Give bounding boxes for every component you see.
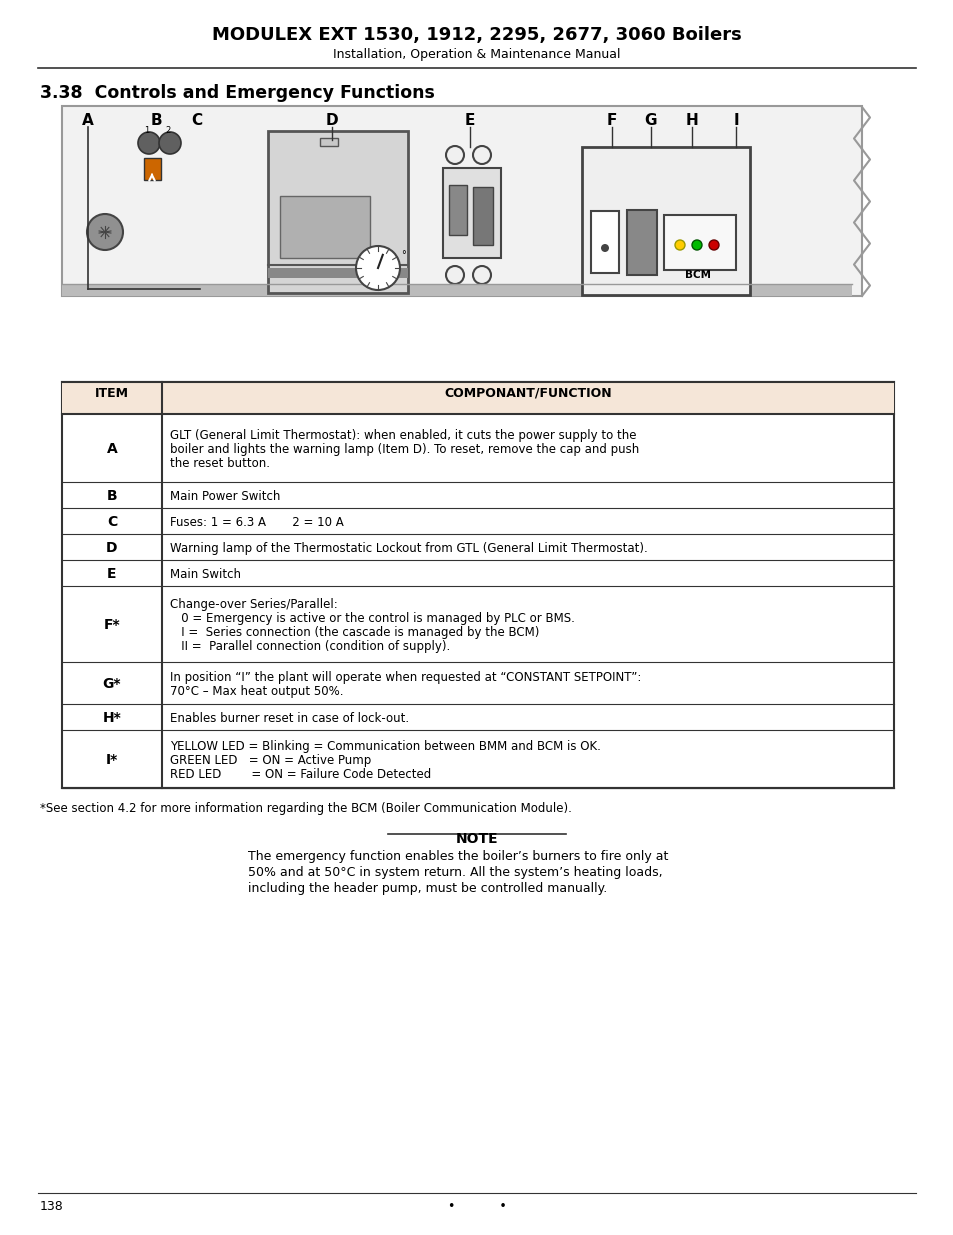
- Text: *See section 4.2 for more information regarding the BCM (Boiler Communication Mo: *See section 4.2 for more information re…: [40, 802, 571, 815]
- Text: ITEM: ITEM: [95, 387, 129, 400]
- Text: GREEN LED   = ON = Active Pump: GREEN LED = ON = Active Pump: [170, 755, 371, 767]
- Circle shape: [675, 240, 684, 249]
- Text: 2: 2: [165, 126, 171, 135]
- Bar: [62, 382, 893, 788]
- Circle shape: [355, 246, 399, 290]
- Text: COMPONANT/FUNCTION: COMPONANT/FUNCTION: [444, 387, 611, 400]
- Bar: [268, 268, 408, 278]
- Circle shape: [473, 146, 491, 164]
- Bar: [62, 284, 851, 296]
- Bar: [62, 382, 893, 414]
- Text: Main Power Switch: Main Power Switch: [170, 490, 280, 503]
- Bar: [319, 138, 337, 146]
- Bar: [663, 215, 735, 270]
- Text: A: A: [82, 112, 93, 128]
- Text: I*: I*: [106, 753, 118, 767]
- Bar: [144, 158, 161, 180]
- Text: In position “I” the plant will operate when requested at “CONSTANT SETPOINT”:: In position “I” the plant will operate w…: [170, 671, 640, 684]
- Text: YELLOW LED = Blinking = Communication between BMM and BCM is OK.: YELLOW LED = Blinking = Communication be…: [170, 740, 600, 753]
- Text: Fuses: 1 = 6.3 A       2 = 10 A: Fuses: 1 = 6.3 A 2 = 10 A: [170, 516, 343, 529]
- Text: BCM: BCM: [684, 270, 710, 280]
- Bar: [62, 106, 862, 296]
- Text: GLT (General Limit Thermostat): when enabled, it cuts the power supply to the: GLT (General Limit Thermostat): when ena…: [170, 429, 636, 442]
- Bar: [442, 168, 500, 258]
- Text: B: B: [107, 489, 117, 503]
- Text: boiler and lights the warning lamp (Item D). To reset, remove the cap and push: boiler and lights the warning lamp (Item…: [170, 443, 639, 456]
- Text: I: I: [733, 112, 738, 128]
- Text: 138: 138: [40, 1200, 64, 1213]
- Text: Change-over Series/Parallel:: Change-over Series/Parallel:: [170, 598, 337, 611]
- Text: A: A: [107, 442, 117, 456]
- Text: including the header pump, must be controlled manually.: including the header pump, must be contr…: [248, 882, 607, 895]
- Text: RED LED        = ON = Failure Code Detected: RED LED = ON = Failure Code Detected: [170, 768, 431, 781]
- Text: I =  Series connection (the cascade is managed by the BCM): I = Series connection (the cascade is ma…: [170, 626, 538, 638]
- Text: 3.38  Controls and Emergency Functions: 3.38 Controls and Emergency Functions: [40, 84, 435, 103]
- Circle shape: [87, 214, 123, 249]
- Bar: [590, 211, 618, 273]
- Text: °: °: [400, 249, 405, 261]
- Text: the reset button.: the reset button.: [170, 457, 270, 471]
- Text: C: C: [107, 515, 117, 529]
- Text: 70°C – Max heat output 50%.: 70°C – Max heat output 50%.: [170, 685, 343, 698]
- Text: E: E: [464, 112, 475, 128]
- Text: 50% and at 50°C in system return. All the system’s heating loads,: 50% and at 50°C in system return. All th…: [248, 866, 662, 879]
- Bar: [473, 186, 493, 245]
- Text: II =  Parallel connection (condition of supply).: II = Parallel connection (condition of s…: [170, 640, 450, 653]
- Text: 1: 1: [144, 126, 150, 135]
- Text: G: G: [644, 112, 657, 128]
- Text: 0 = Emergency is active or the control is managed by PLC or BMS.: 0 = Emergency is active or the control i…: [170, 613, 575, 625]
- Text: The emergency function enables the boiler’s burners to fire only at: The emergency function enables the boile…: [248, 850, 668, 863]
- Text: F: F: [606, 112, 617, 128]
- Circle shape: [600, 245, 608, 252]
- Text: Main Switch: Main Switch: [170, 568, 241, 580]
- Bar: [449, 185, 467, 235]
- Text: MODULEX EXT 1530, 1912, 2295, 2677, 3060 Boilers: MODULEX EXT 1530, 1912, 2295, 2677, 3060…: [212, 26, 741, 44]
- Text: Installation, Operation & Maintenance Manual: Installation, Operation & Maintenance Ma…: [333, 48, 620, 61]
- Circle shape: [159, 132, 181, 154]
- Bar: [626, 210, 657, 275]
- Circle shape: [473, 266, 491, 284]
- Text: B: B: [150, 112, 162, 128]
- Text: H*: H*: [103, 711, 121, 725]
- Text: NOTE: NOTE: [456, 832, 497, 846]
- Bar: [268, 131, 408, 293]
- Text: Warning lamp of the Thermostatic Lockout from GTL (General Limit Thermostat).: Warning lamp of the Thermostatic Lockout…: [170, 542, 647, 555]
- Text: D: D: [106, 541, 117, 555]
- Circle shape: [446, 146, 463, 164]
- Circle shape: [446, 266, 463, 284]
- Text: Enables burner reset in case of lock-out.: Enables burner reset in case of lock-out…: [170, 713, 409, 725]
- Text: E: E: [107, 567, 116, 580]
- Bar: [581, 147, 749, 295]
- Circle shape: [708, 240, 719, 249]
- Text: H: H: [685, 112, 698, 128]
- Bar: [280, 196, 370, 258]
- Circle shape: [138, 132, 160, 154]
- Text: F*: F*: [104, 618, 120, 632]
- Text: •           •: • •: [447, 1200, 506, 1213]
- Text: G*: G*: [103, 677, 121, 692]
- Circle shape: [691, 240, 701, 249]
- Text: D: D: [325, 112, 338, 128]
- Text: C: C: [192, 112, 202, 128]
